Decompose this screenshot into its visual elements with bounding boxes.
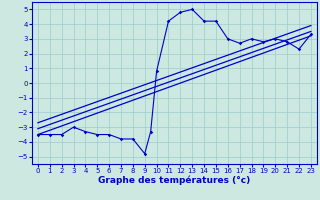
X-axis label: Graphe des températures (°c): Graphe des températures (°c) [98,176,251,185]
